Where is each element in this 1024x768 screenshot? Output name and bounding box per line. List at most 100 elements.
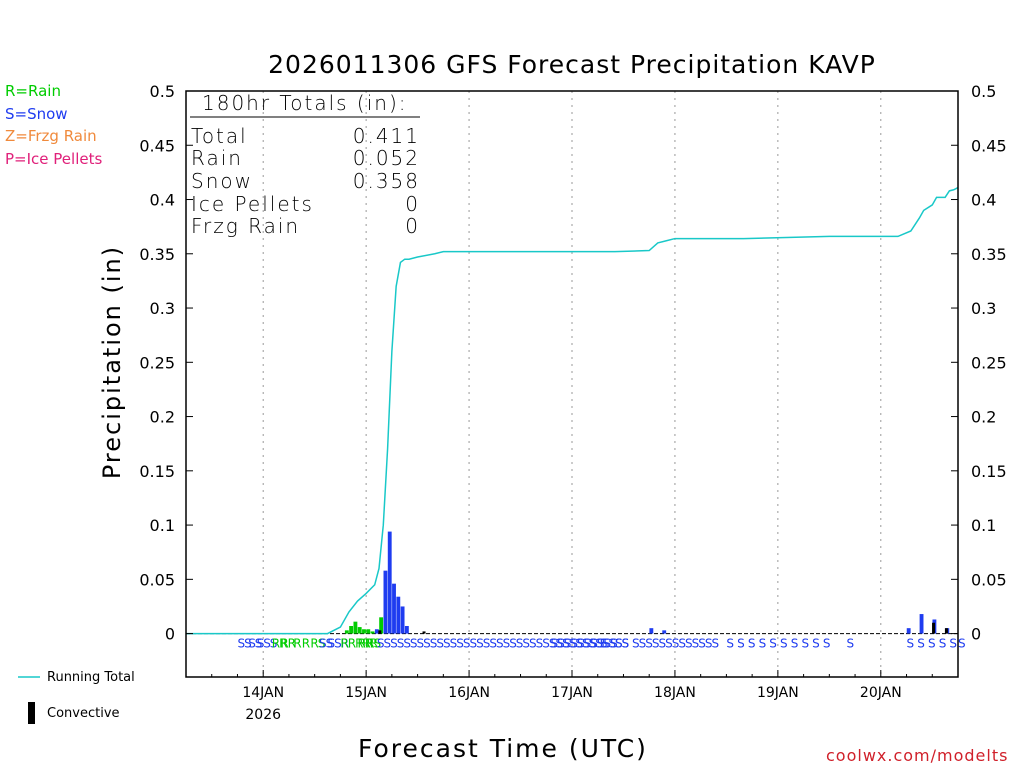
y-tick-label-right: 0.1	[971, 516, 996, 535]
x-tick-label: 18JAN	[654, 685, 696, 701]
ptype-label: R	[302, 637, 310, 651]
credit-link[interactable]: coolwx.com/modelts	[826, 746, 1009, 765]
plot-frame	[185, 90, 959, 678]
y-tick-label-left: 0.15	[139, 462, 175, 481]
convective-bar	[932, 622, 936, 634]
ptype-label: S	[801, 637, 808, 651]
y-tick-label-right: 0.3	[971, 299, 996, 318]
precip-bar	[349, 625, 354, 634]
ptype-label: RR	[358, 637, 373, 651]
y-tick-label-left: 0.5	[150, 82, 175, 101]
convective-legend-swatch	[28, 702, 35, 724]
legend-frzg: Z=Frzg Rain	[5, 127, 97, 145]
ptype-label: R	[293, 637, 301, 651]
y-tick-label-left: 0.45	[139, 136, 175, 155]
x-tick-label: 20JAN	[860, 685, 902, 701]
precip-bar	[370, 631, 375, 634]
legend-marks	[18, 676, 40, 724]
legend-ice-pellets: P=Ice Pellets	[5, 150, 103, 168]
x-tick-label: 16JAN	[448, 685, 490, 701]
y-tick-label-left: 0.4	[150, 191, 175, 210]
ptype-label: S	[726, 637, 733, 651]
ptype-label: SS	[615, 637, 629, 651]
x-tick-label: 17JAN	[551, 685, 593, 701]
precip-bar	[400, 606, 405, 634]
legend-snow: S=Snow	[5, 105, 68, 123]
ptype-label: SSSSSSSSSSSSS	[632, 637, 718, 651]
ptype-label: S	[589, 637, 596, 651]
y-tick-label-right: 0.5	[971, 82, 996, 101]
ptype-label: RR	[272, 637, 287, 651]
totals-value-rain: 0.052	[352, 146, 420, 170]
ptype-label: SS	[248, 637, 262, 651]
precip-bar	[374, 629, 379, 634]
precip-bar	[383, 570, 388, 634]
precip-bar	[396, 596, 401, 634]
ptype-label: S	[823, 637, 830, 651]
chart-grid	[186, 91, 958, 677]
ptype-label: S	[812, 637, 819, 651]
x-tick-label: 19JAN	[757, 685, 799, 701]
ptype-label: SS	[263, 637, 277, 651]
x-tick-label: 14JAN	[242, 685, 284, 701]
x-tick-label: 15JAN	[345, 685, 387, 701]
precip-bar	[404, 625, 409, 634]
ptype-label: S	[949, 637, 956, 651]
precip-bar	[919, 614, 924, 634]
totals-label-ice-pellets: Ice Pellets	[191, 192, 314, 216]
chart-title: 2026011306 GFS Forecast Precipitation KA…	[268, 50, 876, 79]
y-tick-label-left: 0	[165, 625, 175, 644]
precip-bar	[357, 627, 362, 634]
y-tick-label-left: 0.2	[150, 408, 175, 427]
ptype-label: S	[769, 637, 776, 651]
totals-label-rain: Rain	[191, 146, 243, 170]
y-tick-label-right: 0.4	[971, 191, 996, 210]
precip-bar	[353, 621, 358, 634]
convective-bar	[378, 630, 382, 634]
y-tick-label-left: 0.05	[139, 570, 175, 589]
ptype-label: RRRRR	[340, 637, 377, 651]
ptype-label: S	[958, 637, 965, 651]
ptype-label: S	[939, 637, 946, 651]
y-tick-label-right: 0.2	[971, 408, 996, 427]
ptype-label: RS	[310, 637, 324, 651]
x-tick-sublabel: 2026	[245, 707, 281, 723]
precip-bar	[906, 628, 911, 634]
ptype-label: S	[780, 637, 787, 651]
y-tick-label-right: 0.25	[971, 353, 1007, 372]
legend-rain: R=Rain	[5, 82, 61, 100]
convective-bar	[944, 628, 948, 634]
ptype-label: SS	[319, 637, 333, 651]
totals-value-frzg-rain: 0	[405, 214, 420, 238]
y-tick-label-left: 0.3	[150, 299, 175, 318]
precip-bar	[344, 630, 349, 634]
ptype-label: RR	[280, 637, 295, 651]
ptype-label: SSSSSSSSSSSSSSSSSSSSSSSSSSSSSSSSSSSSSS	[377, 637, 629, 651]
precip-bar	[649, 628, 654, 634]
precip-bar	[366, 629, 371, 634]
convective-bar	[422, 631, 426, 634]
bar-series	[344, 531, 950, 634]
y-tick-label-right: 0.35	[971, 245, 1007, 264]
ptype-label: S	[737, 637, 744, 651]
precip-bar	[387, 531, 392, 634]
legend-convective: Convective	[47, 706, 120, 721]
ptype-label: S	[917, 637, 924, 651]
ptype-label: S	[791, 637, 798, 651]
y-axis-label: Precipitation (in)	[98, 244, 126, 480]
chart-axes: 14JAN 2026 15JAN 16JAN 17JAN 18JAN 19JAN 20JAN 0…	[139, 82, 1006, 723]
ptype-label: SSSSSSSSSS	[551, 637, 618, 651]
precip-bar	[362, 629, 366, 634]
y-tick-label-right: 0.05	[971, 570, 1007, 589]
y-tick-label-right: 0.15	[971, 462, 1007, 481]
precip-bar	[379, 617, 384, 634]
precip-bar	[662, 630, 667, 634]
y-tick-label-left: 0.1	[150, 516, 175, 535]
y-tick-label-right: 0	[971, 625, 981, 644]
precip-bar	[392, 583, 396, 634]
y-tick-label-left: 0.35	[139, 245, 175, 264]
y-tick-label-left: 0.25	[139, 353, 175, 372]
ptype-label: SS	[237, 637, 251, 651]
legend-running-total: Running Total	[47, 670, 135, 685]
